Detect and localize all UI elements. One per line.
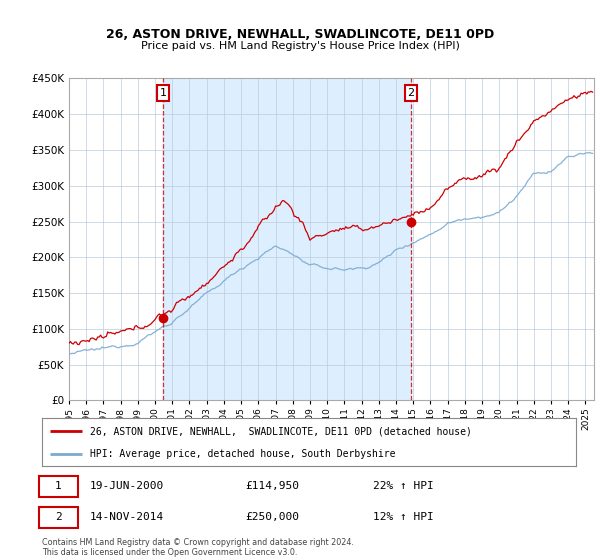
Text: 26, ASTON DRIVE, NEWHALL, SWADLINCOTE, DE11 0PD: 26, ASTON DRIVE, NEWHALL, SWADLINCOTE, D… [106,28,494,41]
Text: 22% ↑ HPI: 22% ↑ HPI [373,481,434,491]
Text: Price paid vs. HM Land Registry's House Price Index (HPI): Price paid vs. HM Land Registry's House … [140,41,460,51]
Text: 19-JUN-2000: 19-JUN-2000 [90,481,164,491]
Text: £250,000: £250,000 [245,512,299,522]
Text: 2: 2 [55,512,62,522]
Text: 1: 1 [160,88,167,98]
Text: 1: 1 [55,481,62,491]
Text: 14-NOV-2014: 14-NOV-2014 [90,512,164,522]
FancyBboxPatch shape [40,507,78,528]
Text: Contains HM Land Registry data © Crown copyright and database right 2024.
This d: Contains HM Land Registry data © Crown c… [42,538,354,557]
Bar [163,78,411,400]
FancyBboxPatch shape [40,475,78,497]
Text: £114,950: £114,950 [245,481,299,491]
Text: HPI: Average price, detached house, South Derbyshire: HPI: Average price, detached house, Sout… [90,449,395,459]
Text: 12% ↑ HPI: 12% ↑ HPI [373,512,434,522]
Text: 2: 2 [407,88,415,98]
Text: 26, ASTON DRIVE, NEWHALL,  SWADLINCOTE, DE11 0PD (detached house): 26, ASTON DRIVE, NEWHALL, SWADLINCOTE, D… [90,426,472,436]
